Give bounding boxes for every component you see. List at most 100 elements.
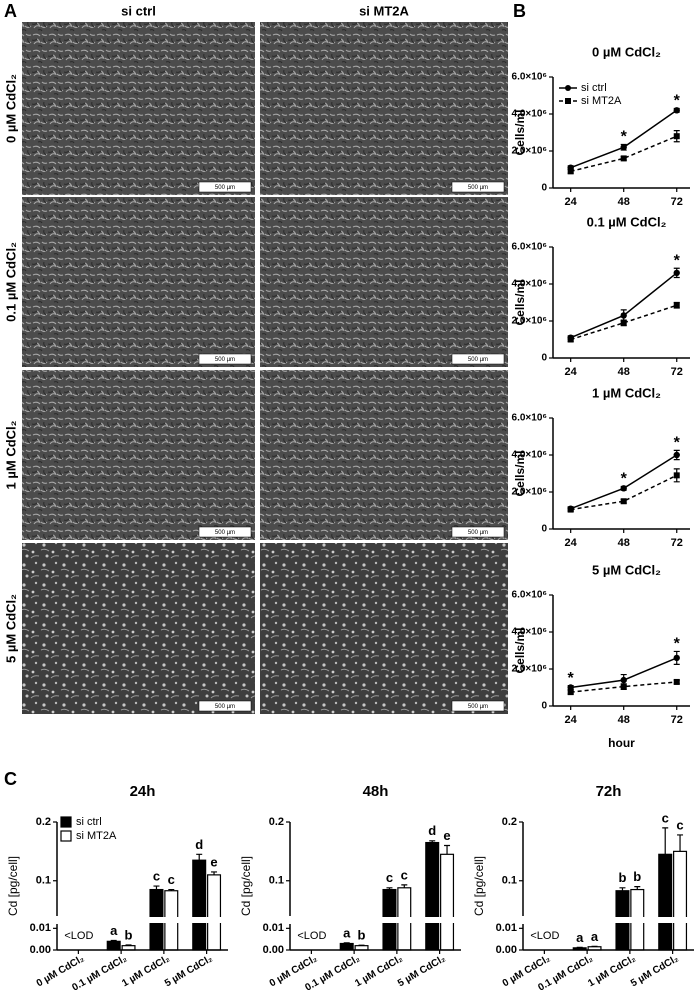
bar <box>106 940 121 951</box>
column-label: si ctrl <box>121 3 156 18</box>
y-tick-label: 0.00 <box>30 944 51 956</box>
micrograph <box>260 370 508 540</box>
y-axis-label: Cd [pg/cell] <box>472 856 486 916</box>
column-label: si MT2A <box>359 3 409 18</box>
significance-mark: * <box>621 471 628 488</box>
scale-bar-label: 500 µm <box>468 704 488 710</box>
error-bar <box>677 834 684 852</box>
panel-label: C <box>4 769 17 789</box>
point <box>673 107 680 114</box>
y-tick-label: 0.2 <box>502 816 517 828</box>
point <box>567 684 574 691</box>
y-tick-label: 0 <box>541 353 547 364</box>
y-tick-label: 0.1 <box>269 875 284 887</box>
bar <box>673 850 688 951</box>
point <box>620 312 627 319</box>
x-tick-label: 1 µM CdCl₂ <box>120 953 171 989</box>
significance-letter: a <box>110 923 118 938</box>
panel-label: B <box>513 1 526 21</box>
y-tick-label: 0.1 <box>36 875 51 887</box>
axis-break <box>282 917 465 923</box>
point <box>673 133 680 140</box>
y-tick-label: 0 <box>541 701 547 712</box>
chart-title: 48h <box>363 783 389 800</box>
x-tick-label: 24 <box>565 714 578 726</box>
significance-letter: c <box>386 870 393 885</box>
point <box>567 689 574 696</box>
x-tick-label: 1 µM CdCl₂ <box>586 953 637 989</box>
scale-bar-label: 500 µm <box>215 357 235 363</box>
x-tick-label: 72 <box>671 714 683 726</box>
x-tick-label: 72 <box>671 537 683 549</box>
error-bar <box>196 853 203 861</box>
error-bar <box>211 871 218 875</box>
bar <box>192 859 207 951</box>
row-label: 1 µM CdCl₂ <box>3 420 18 489</box>
y-axis-label: Cells/ml <box>513 109 527 155</box>
error-bar <box>110 939 117 942</box>
series-line <box>570 272 678 339</box>
error-bar <box>343 942 350 944</box>
point <box>567 336 574 343</box>
x-tick-label: 48 <box>618 196 630 208</box>
significance-letter: c <box>676 817 683 832</box>
lod-label: <LOD <box>297 930 326 942</box>
bar <box>425 841 440 951</box>
point <box>673 678 680 685</box>
scale-bar-label: 500 µm <box>468 357 488 363</box>
scale-bar <box>198 353 252 365</box>
significance-letter: d <box>428 823 436 838</box>
bar <box>658 853 673 951</box>
series-line <box>570 474 678 511</box>
point <box>620 676 627 684</box>
chart-title: 0 µM CdCl₂ <box>592 44 661 59</box>
error-bar <box>444 844 451 855</box>
significance-letter: b <box>358 928 366 943</box>
significance-mark: * <box>568 670 575 687</box>
error-bar <box>662 827 669 855</box>
point <box>620 144 627 151</box>
scale-bar-label: 500 µm <box>215 704 235 710</box>
point <box>567 506 574 513</box>
significance-letter: c <box>401 867 408 882</box>
micrograph <box>260 543 508 714</box>
point <box>673 654 680 662</box>
x-tick-label: 24 <box>565 196 578 208</box>
error-bar <box>634 886 641 890</box>
scale-bar-label: 500 µm <box>215 185 235 191</box>
y-tick-label: 4.0×10⁶ <box>512 627 547 638</box>
x-tick-label: 48 <box>618 714 630 726</box>
y-axis-label: Cells/ml <box>513 627 527 673</box>
point <box>673 451 680 459</box>
y-tick-label: 4.0×10⁶ <box>512 109 547 120</box>
scale-bar <box>198 526 252 538</box>
micrograph <box>22 370 255 540</box>
chart-title: 72h <box>596 783 622 800</box>
lod-label: <LOD <box>530 930 559 942</box>
point <box>620 155 627 162</box>
x-tick-label: 48 <box>618 366 630 378</box>
legend-label: si ctrl <box>581 82 607 94</box>
legend-swatch <box>60 816 72 828</box>
x-tick-label: 48 <box>618 537 630 549</box>
significance-letter: e <box>443 828 450 843</box>
chart-title: 24h <box>130 783 156 800</box>
error-bar <box>401 884 408 888</box>
axis-break <box>49 917 232 923</box>
x-tick-label: 72 <box>671 366 683 378</box>
y-tick-label: 0.00 <box>263 944 284 956</box>
point <box>620 319 627 326</box>
chart-title: 5 µM CdCl₂ <box>592 562 661 577</box>
significance-letter: a <box>576 930 584 945</box>
x-tick-label: 5 µM CdCl₂ <box>163 953 214 989</box>
point <box>620 683 627 690</box>
legend-label: si MT2A <box>581 95 622 107</box>
series-line <box>570 681 677 693</box>
scale-bar <box>451 353 505 365</box>
y-tick-label: 0 <box>541 183 547 194</box>
axis-break <box>515 917 698 923</box>
y-tick-label: 0.1 <box>502 875 517 887</box>
significance-letter: c <box>662 810 669 825</box>
x-tick-label: 1 µM CdCl₂ <box>353 953 404 989</box>
scale-bar <box>198 700 252 712</box>
